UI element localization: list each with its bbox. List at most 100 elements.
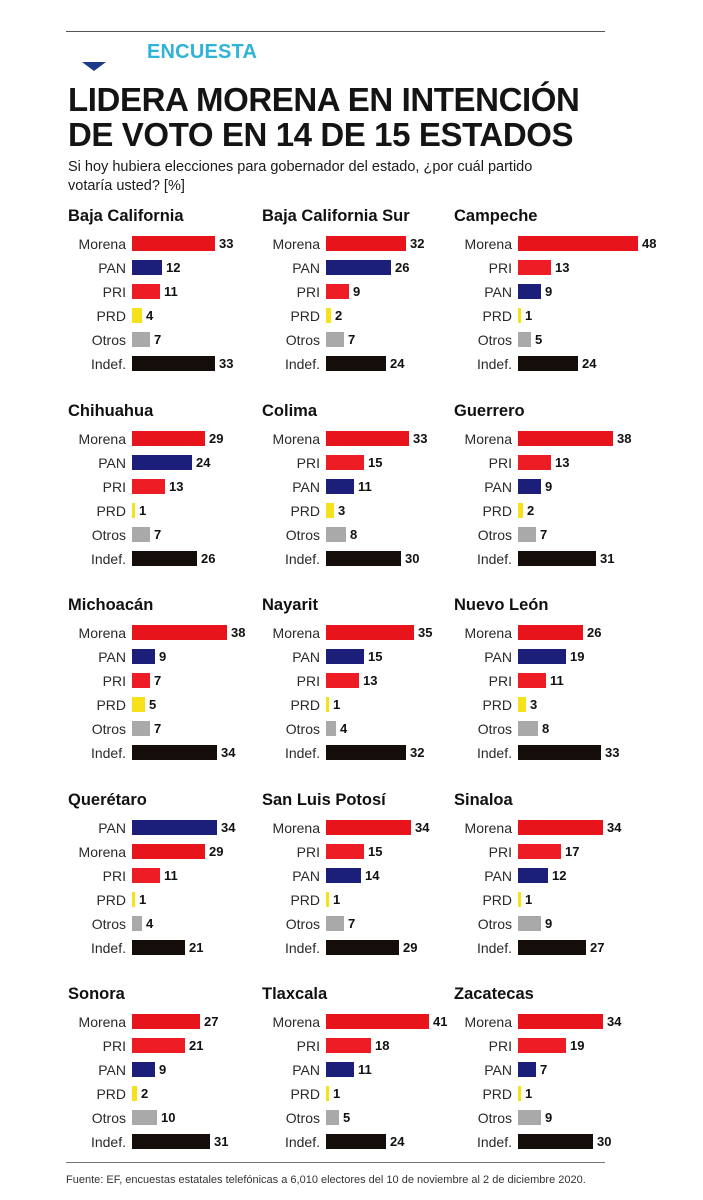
bar-prd bbox=[132, 892, 135, 907]
bar-value-label: 11 bbox=[550, 673, 564, 688]
headline-line-2: DE VOTO EN 14 DE 15 ESTADOS bbox=[68, 116, 574, 153]
bar-pan bbox=[132, 1062, 155, 1077]
bar-indef bbox=[518, 1134, 593, 1149]
state-title: San Luis Potosí bbox=[262, 791, 386, 809]
party-label: Morena bbox=[272, 625, 320, 641]
party-label: PRD bbox=[290, 503, 320, 519]
party-label: PRI bbox=[296, 284, 320, 300]
bar-value-label: 9 bbox=[159, 1062, 167, 1077]
party-label: PRD bbox=[482, 1086, 512, 1102]
bar-pan bbox=[326, 260, 391, 275]
bar-value-label: 7 bbox=[154, 527, 162, 542]
party-label: Otros bbox=[285, 916, 320, 932]
party-label: PAN bbox=[292, 479, 320, 495]
party-label: Otros bbox=[91, 527, 126, 543]
bar-indef bbox=[326, 1134, 386, 1149]
bar-value-label: 27 bbox=[204, 1014, 219, 1029]
bar-value-label: 5 bbox=[535, 332, 543, 347]
bar-otros bbox=[132, 527, 150, 542]
party-label: PAN bbox=[484, 649, 512, 665]
bar-pan bbox=[326, 868, 361, 883]
state-title: Campeche bbox=[454, 207, 538, 225]
bar-prd bbox=[132, 1086, 137, 1101]
bar-value-label: 29 bbox=[403, 940, 418, 955]
bar-value-label: 13 bbox=[555, 260, 570, 275]
bar-pri bbox=[326, 673, 359, 688]
bar-prd bbox=[326, 892, 329, 907]
party-label: Indef. bbox=[284, 1134, 320, 1150]
bar-morena bbox=[132, 625, 227, 640]
bar-value-label: 41 bbox=[433, 1014, 448, 1029]
bar-prd bbox=[132, 697, 145, 712]
bar-value-label: 34 bbox=[221, 745, 236, 760]
bar-value-label: 30 bbox=[405, 551, 420, 566]
bar-prd bbox=[518, 892, 521, 907]
party-label: Morena bbox=[272, 236, 320, 252]
section-marker-icon bbox=[82, 62, 106, 71]
bar-morena bbox=[132, 844, 205, 859]
state-title: Nuevo León bbox=[454, 596, 549, 614]
bar-value-label: 35 bbox=[418, 625, 433, 640]
party-label: PRI bbox=[296, 1038, 320, 1054]
bar-value-label: 1 bbox=[525, 892, 533, 907]
bar-value-label: 33 bbox=[605, 745, 620, 760]
party-label: PRI bbox=[488, 260, 512, 276]
bar-value-label: 24 bbox=[196, 455, 211, 470]
bar-value-label: 33 bbox=[413, 431, 428, 446]
state-panel-chihuahua: Chihuahua Morena 29 PAN 24 PRI 13 PRD 1 Otros 7 Ind… bbox=[68, 402, 256, 582]
party-label: PAN bbox=[484, 479, 512, 495]
bar-pri bbox=[518, 1038, 566, 1053]
party-label: Otros bbox=[477, 1110, 512, 1126]
bar-morena bbox=[518, 1014, 603, 1029]
party-label: Otros bbox=[91, 332, 126, 348]
party-label: Morena bbox=[272, 820, 320, 836]
bar-pan bbox=[326, 649, 364, 664]
bar-prd bbox=[326, 308, 331, 323]
party-label: Indef. bbox=[476, 551, 512, 567]
bar-value-label: 33 bbox=[219, 356, 234, 371]
bar-value-label: 10 bbox=[161, 1110, 176, 1125]
party-label: Indef. bbox=[284, 940, 320, 956]
state-panel-sonora: Sonora Morena 27 PRI 21 PAN 9 PRD 2 Otros 10 Indef.… bbox=[68, 985, 256, 1165]
bar-pri bbox=[518, 844, 561, 859]
party-label: Otros bbox=[285, 332, 320, 348]
bar-morena bbox=[132, 236, 215, 251]
bar-value-label: 13 bbox=[363, 673, 378, 688]
bar-value-label: 1 bbox=[525, 1086, 533, 1101]
bar-value-label: 38 bbox=[231, 625, 246, 640]
party-label: Morena bbox=[464, 820, 512, 836]
bar-prd bbox=[518, 697, 526, 712]
bar-pri bbox=[326, 844, 364, 859]
top-rule bbox=[66, 31, 605, 32]
party-label: PAN bbox=[484, 1062, 512, 1078]
bar-value-label: 9 bbox=[353, 284, 361, 299]
bar-otros bbox=[518, 721, 538, 736]
bar-prd bbox=[518, 503, 523, 518]
party-label: Otros bbox=[91, 1110, 126, 1126]
headline-line-1: LIDERA MORENA EN INTENCIÓN bbox=[68, 81, 580, 118]
bar-value-label: 4 bbox=[340, 721, 348, 736]
bar-value-label: 31 bbox=[214, 1134, 229, 1149]
bar-prd bbox=[326, 503, 334, 518]
bar-pan bbox=[132, 260, 162, 275]
state-title: Chihuahua bbox=[68, 402, 154, 420]
bar-value-label: 15 bbox=[368, 844, 383, 859]
bar-indef bbox=[326, 551, 401, 566]
party-label: PAN bbox=[292, 868, 320, 884]
party-label: Morena bbox=[78, 844, 126, 860]
bar-pri bbox=[132, 284, 160, 299]
bar-value-label: 29 bbox=[209, 844, 224, 859]
question-line-1: Si hoy hubiera elecciones para gobernado… bbox=[68, 159, 533, 175]
bar-indef bbox=[326, 940, 399, 955]
state-panel-nuevo-leon: Nuevo León Morena 26 PAN 19 PRI 11 PRD 3 Otros 8 In… bbox=[454, 596, 642, 776]
bar-value-label: 11 bbox=[358, 1062, 372, 1077]
bar-value-label: 7 bbox=[540, 527, 548, 542]
bar-value-label: 18 bbox=[375, 1038, 390, 1053]
state-panel-zacatecas: Zacatecas Morena 34 PRI 19 PAN 7 PRD 1 Otros 9 Inde… bbox=[454, 985, 642, 1165]
section-label: ENCUESTA bbox=[147, 41, 258, 63]
bar-value-label: 4 bbox=[146, 916, 154, 931]
bar-pri bbox=[518, 455, 551, 470]
bar-value-label: 9 bbox=[545, 1110, 553, 1125]
bar-morena bbox=[326, 236, 406, 251]
